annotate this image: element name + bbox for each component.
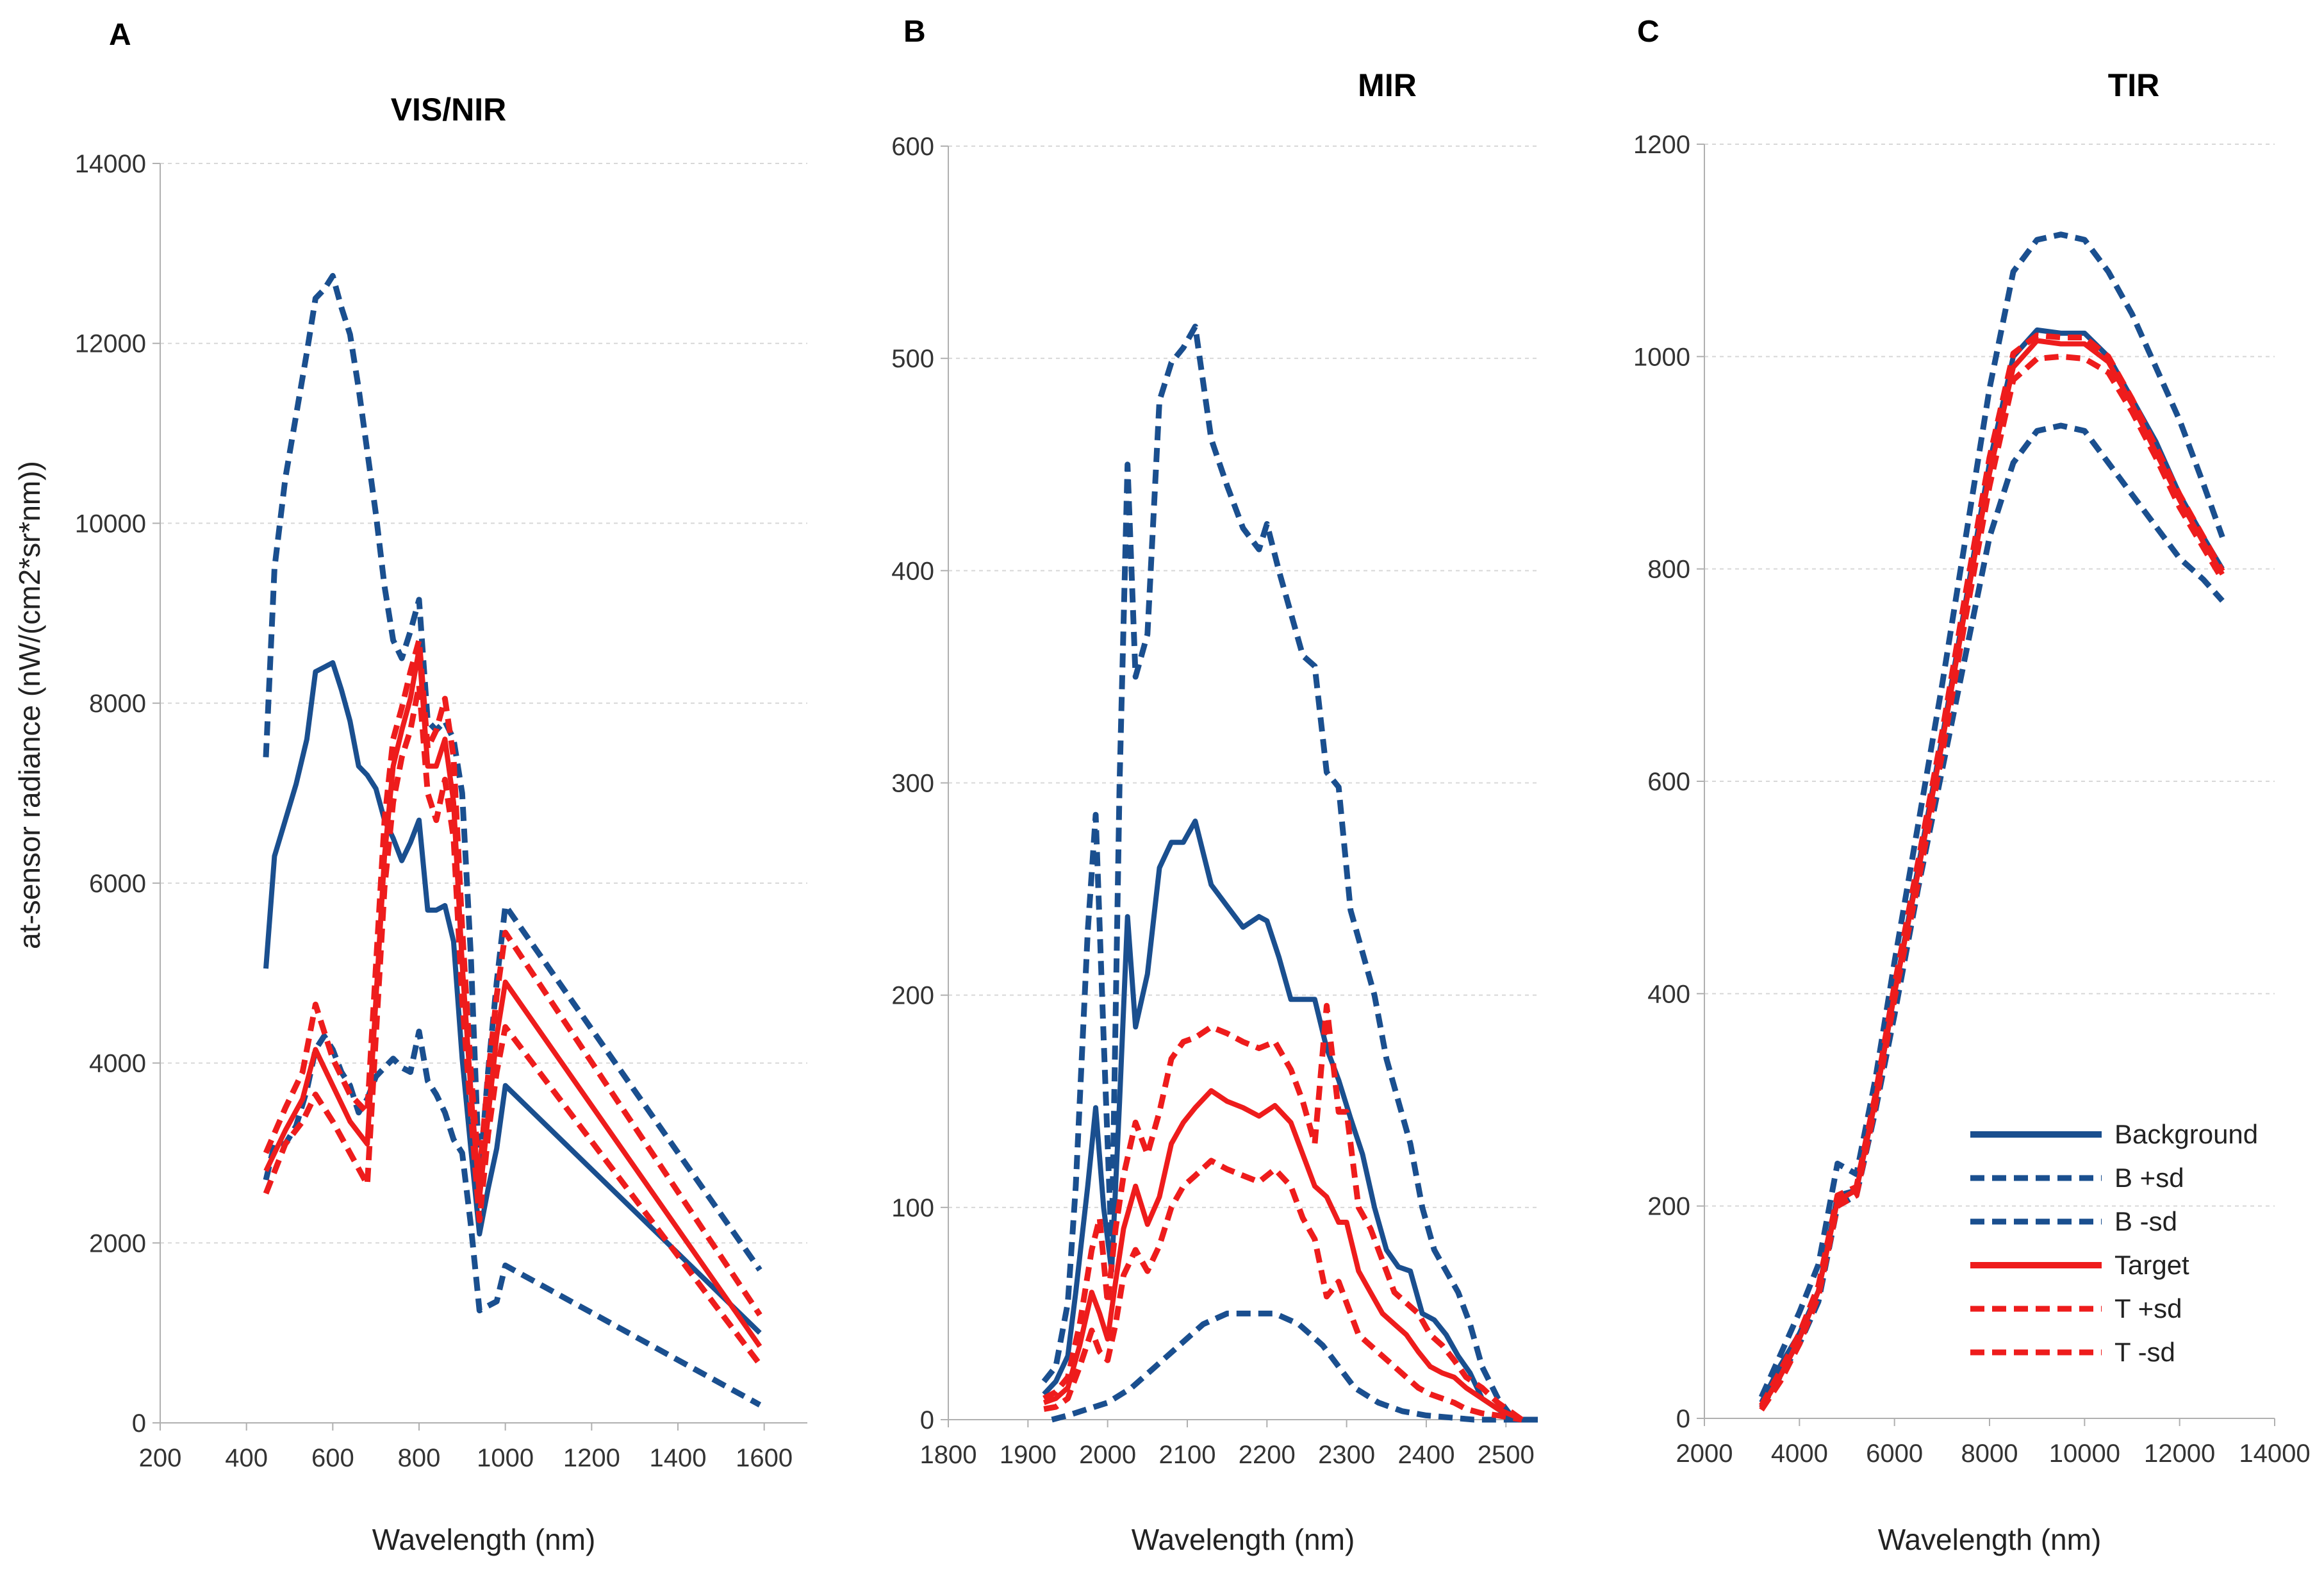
- y-tick-label: 6000: [89, 870, 146, 898]
- x-tick-label: 2000: [1079, 1441, 1136, 1469]
- y-tick-label: 200: [1647, 1193, 1690, 1221]
- series-line-background: [263, 660, 762, 1335]
- y-tick-label: 500: [891, 345, 934, 373]
- x-tick-label: 400: [225, 1444, 268, 1472]
- y-tick-label: 14000: [75, 150, 146, 178]
- x-tick-label: 2300: [1318, 1441, 1375, 1469]
- y-tick-label: 400: [1647, 980, 1690, 1008]
- y-tick-label: 0: [1676, 1405, 1690, 1433]
- x-tick-label: 1600: [736, 1444, 793, 1472]
- y-tick-label: 1000: [1633, 343, 1690, 371]
- panel-a: A VIS/NIR 0 2000 4000 6000 8000 10000 12000 14000…: [75, 18, 807, 1556]
- legend: Background B +sd B -sd Target T +sd T -sd: [1970, 1119, 2258, 1367]
- x-tick-label: 200: [139, 1444, 182, 1472]
- y-tick-label: 0: [920, 1406, 934, 1434]
- panel-c: C TIR 0 200 400 600 800 1000 1200 2000 4000 6000 800…: [1633, 15, 2311, 1556]
- y-tick-label: 1200: [1633, 131, 1690, 159]
- x-tick-label: 14000: [2239, 1440, 2310, 1468]
- x-tick-label: 2100: [1158, 1441, 1216, 1469]
- x-tick-label: 1900: [1000, 1441, 1057, 1469]
- x-tick-label: 4000: [1771, 1440, 1828, 1468]
- x-tick-label: 1000: [477, 1444, 534, 1472]
- y-tick-label: 100: [891, 1194, 934, 1222]
- y-tick-label: 800: [1647, 556, 1690, 584]
- legend-label-b-sd: B -sd: [2114, 1206, 2177, 1236]
- x-tick-label: 600: [311, 1444, 354, 1472]
- y-tick-label: 300: [891, 770, 934, 798]
- x-tick-label: 1400: [650, 1444, 707, 1472]
- series-line-target: [263, 646, 762, 1348]
- series-line-b-sd: [1758, 231, 2225, 1399]
- panel-letter: C: [1637, 15, 1660, 49]
- panel-b: B MIR 0 100 200 300 400 500 600 1800 1900 2000 2100 2…: [891, 15, 1538, 1556]
- x-tick-label: 12000: [2144, 1440, 2215, 1468]
- y-tick-label: 200: [891, 982, 934, 1010]
- series-line-b-sd: [1041, 324, 1538, 1423]
- x-tick-label: 6000: [1866, 1440, 1923, 1468]
- y-tick-label: 4000: [89, 1050, 146, 1078]
- series-line-b-sd: [263, 272, 762, 1272]
- y-tick-label: 600: [1647, 768, 1690, 796]
- x-axis-label: Wavelength (nm): [372, 1523, 596, 1556]
- legend-label-background: Background: [2114, 1119, 2258, 1149]
- y-tick-label: 0: [132, 1409, 146, 1438]
- y-tick-label: 10000: [75, 510, 146, 538]
- y-tick-label: 600: [891, 133, 934, 161]
- y-tick-label: 12000: [75, 330, 146, 358]
- y-tick-label: 2000: [89, 1229, 146, 1258]
- chart-title: VIS/NIR: [391, 92, 507, 128]
- series-line-target: [1043, 1088, 1523, 1422]
- series-line-b-sd: [1051, 1310, 1538, 1423]
- legend-label-t-sd: T +sd: [2114, 1293, 2182, 1324]
- y-tick-label: 8000: [89, 690, 146, 718]
- x-tick-label: 2200: [1239, 1441, 1296, 1469]
- x-tick-label: 10000: [2049, 1440, 2120, 1468]
- panel-letter: A: [109, 18, 131, 52]
- y-axis-label: at-sensor radiance (nW/(cm2*sr*nm)): [13, 461, 46, 949]
- x-axis-label: Wavelength (nm): [1878, 1523, 2102, 1556]
- series-line-b-sd: [1759, 422, 2225, 1409]
- legend-label-t-sd: T -sd: [2114, 1337, 2175, 1367]
- x-tick-label: 8000: [1961, 1440, 2018, 1468]
- x-axis-label: Wavelength (nm): [1132, 1523, 1355, 1556]
- series-line-background: [1042, 818, 1538, 1422]
- x-tick-label: 2400: [1397, 1441, 1455, 1469]
- series-line-t-sd: [1043, 1002, 1524, 1422]
- series-line-t-sd: [263, 682, 762, 1366]
- series-line-t-sd: [1759, 353, 2225, 1412]
- series-line-b-sd: [263, 1028, 762, 1407]
- legend-label-b-sd: B +sd: [2114, 1163, 2184, 1193]
- x-tick-label: 1800: [920, 1441, 977, 1469]
- series-line-t-sd: [263, 637, 762, 1317]
- chart-title: MIR: [1358, 67, 1417, 103]
- x-tick-label: 2500: [1478, 1441, 1535, 1469]
- x-tick-label: 800: [398, 1444, 441, 1472]
- chart-title: TIR: [2108, 67, 2160, 103]
- panel-letter: B: [903, 15, 926, 49]
- legend-label-target: Target: [2114, 1250, 2189, 1280]
- x-tick-label: 1200: [563, 1444, 620, 1472]
- x-tick-label: 2000: [1676, 1440, 1733, 1468]
- y-tick-label: 400: [891, 557, 934, 585]
